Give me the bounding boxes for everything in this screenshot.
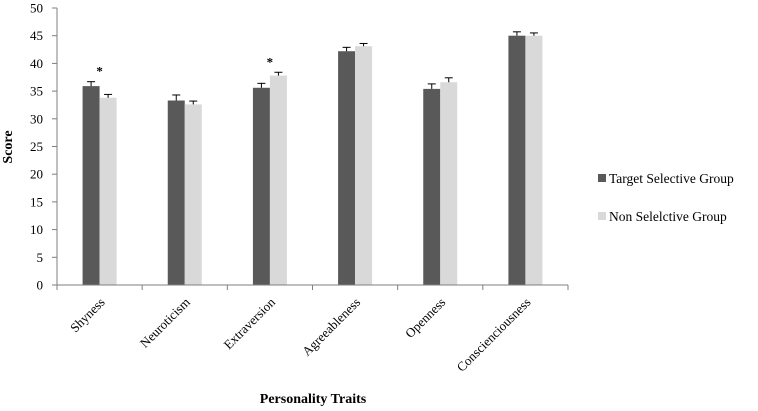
y-tick-label: 45 (30, 28, 43, 43)
bar (252, 87, 270, 285)
y-tick-label: 25 (30, 139, 43, 154)
y-tick-label: 15 (30, 194, 43, 209)
bar (269, 75, 287, 285)
axes (56, 8, 568, 286)
y-tick-label: 35 (30, 84, 43, 99)
legend: Target Selective Group Non Selelctive Gro… (598, 171, 734, 224)
x-tick-label: Openness (402, 295, 448, 341)
significance-marker: * (267, 54, 274, 69)
legend-swatch (598, 212, 606, 220)
y-tick-label: 0 (37, 278, 44, 293)
y-tick-label: 50 (30, 1, 43, 16)
bar (508, 35, 526, 286)
x-axis-tick-labels: Shyness Neuroticism Extraversion Agreeablen… (56, 285, 569, 375)
bar (82, 86, 100, 285)
bar (167, 100, 185, 285)
x-tick-label: Agreeableness (299, 295, 363, 359)
y-axis-label: Score (1, 130, 16, 163)
legend-label: Non Selelctive Group (609, 209, 727, 224)
y-tick-label: 30 (30, 111, 43, 126)
x-tick-label: Extraversion (220, 294, 278, 352)
significance-marker: * (96, 64, 103, 79)
bar (184, 104, 202, 285)
y-axis-ticks: 0 5 10 15 20 25 30 35 40 45 50 (30, 1, 57, 293)
y-tick-label: 40 (30, 56, 43, 71)
x-tick-label: Conscienciousness (453, 295, 533, 375)
bar (525, 35, 543, 286)
legend-swatch (598, 174, 606, 182)
x-tick-label: Neuroticism (137, 295, 193, 351)
bar (423, 88, 441, 285)
bars-layer: ** (82, 31, 543, 286)
y-tick-label: 10 (30, 222, 43, 237)
bar (355, 46, 373, 286)
bar (440, 82, 458, 286)
bar (338, 51, 356, 285)
y-tick-label: 20 (30, 167, 43, 182)
legend-label: Target Selective Group (609, 171, 734, 186)
y-tick-label: 5 (37, 250, 44, 265)
x-tick-label: Shyness (67, 295, 108, 336)
bar (99, 97, 117, 285)
x-axis-label: Personality Traits (260, 392, 367, 407)
